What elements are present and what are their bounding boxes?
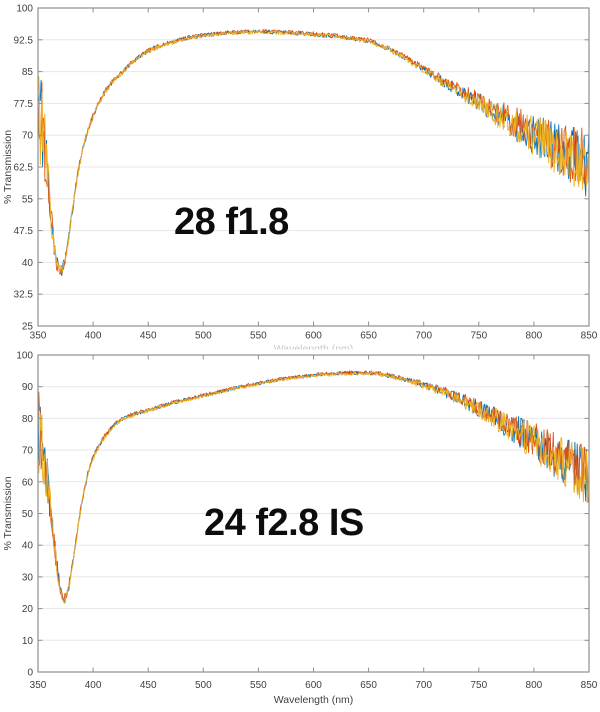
y-tick-label: 10 xyxy=(22,636,34,647)
chart-annotation-lens-28-f1.8: 28 f1.8 xyxy=(174,201,289,243)
series-measurement-1-blue xyxy=(37,370,590,604)
y-tick-label: 0 xyxy=(27,668,33,679)
series-measurement-1-blue xyxy=(37,29,590,276)
series-measurement-3-yellow xyxy=(37,30,590,274)
y-tick-label: 70 xyxy=(22,131,34,142)
x-tick-label: 600 xyxy=(305,331,322,342)
series-measurement-3-yellow xyxy=(37,371,590,604)
chart-annotation-lens-24-f2.8-IS: 24 f2.8 IS xyxy=(204,502,364,544)
x-tick-label: 550 xyxy=(250,680,267,691)
y-tick-label: 25 xyxy=(22,322,34,333)
x-axis-label: Wavelength (nm) xyxy=(274,694,354,706)
series-measurement-2-orange xyxy=(37,29,590,275)
y-tick-label: 100 xyxy=(16,4,33,15)
y-tick-label: 32.5 xyxy=(14,290,34,301)
y-tick-label: 30 xyxy=(22,572,34,583)
x-tick-label: 400 xyxy=(85,331,102,342)
y-tick-label: 62.5 xyxy=(14,163,34,174)
x-tick-label: 650 xyxy=(360,331,377,342)
x-tick-label: 500 xyxy=(195,680,212,691)
y-tick-label: 85 xyxy=(22,67,34,78)
x-tick-label: 700 xyxy=(415,331,432,342)
y-tick-label: 92.5 xyxy=(14,35,34,46)
y-tick-label: 40 xyxy=(22,258,34,269)
y-tick-label: 20 xyxy=(22,604,34,615)
x-tick-label: 800 xyxy=(526,331,543,342)
y-axis-label: % Transmission xyxy=(2,130,14,204)
y-axis-label: % Transmission xyxy=(2,476,14,550)
x-tick-label: 850 xyxy=(581,331,598,342)
cropped-x-axis-label: Wavelength (nm) xyxy=(274,343,354,355)
y-tick-label: 47.5 xyxy=(14,226,34,237)
x-tick-label: 450 xyxy=(140,680,157,691)
x-tick-label: 500 xyxy=(195,331,212,342)
y-tick-label: 60 xyxy=(22,477,34,488)
x-tick-label: 800 xyxy=(526,680,543,691)
x-tick-label: 600 xyxy=(305,680,322,691)
x-tick-label: 350 xyxy=(30,680,47,691)
x-tick-label: 750 xyxy=(470,331,487,342)
x-tick-label: 850 xyxy=(581,680,598,691)
x-tick-label: 550 xyxy=(250,331,267,342)
y-tick-label: 70 xyxy=(22,446,34,457)
y-tick-label: 55 xyxy=(22,194,34,205)
x-tick-label: 400 xyxy=(85,680,102,691)
series-measurement-2-orange xyxy=(37,370,590,602)
y-tick-label: 90 xyxy=(22,382,34,393)
y-tick-label: 100 xyxy=(16,351,33,362)
x-tick-label: 350 xyxy=(30,331,47,342)
y-tick-label: 40 xyxy=(22,541,34,552)
y-tick-label: 80 xyxy=(22,414,34,425)
x-tick-label: 650 xyxy=(360,680,377,691)
y-tick-label: 50 xyxy=(22,509,34,520)
x-tick-label: 700 xyxy=(415,680,432,691)
x-tick-label: 750 xyxy=(470,680,487,691)
y-tick-label: 77.5 xyxy=(14,99,34,110)
x-tick-label: 450 xyxy=(140,331,157,342)
